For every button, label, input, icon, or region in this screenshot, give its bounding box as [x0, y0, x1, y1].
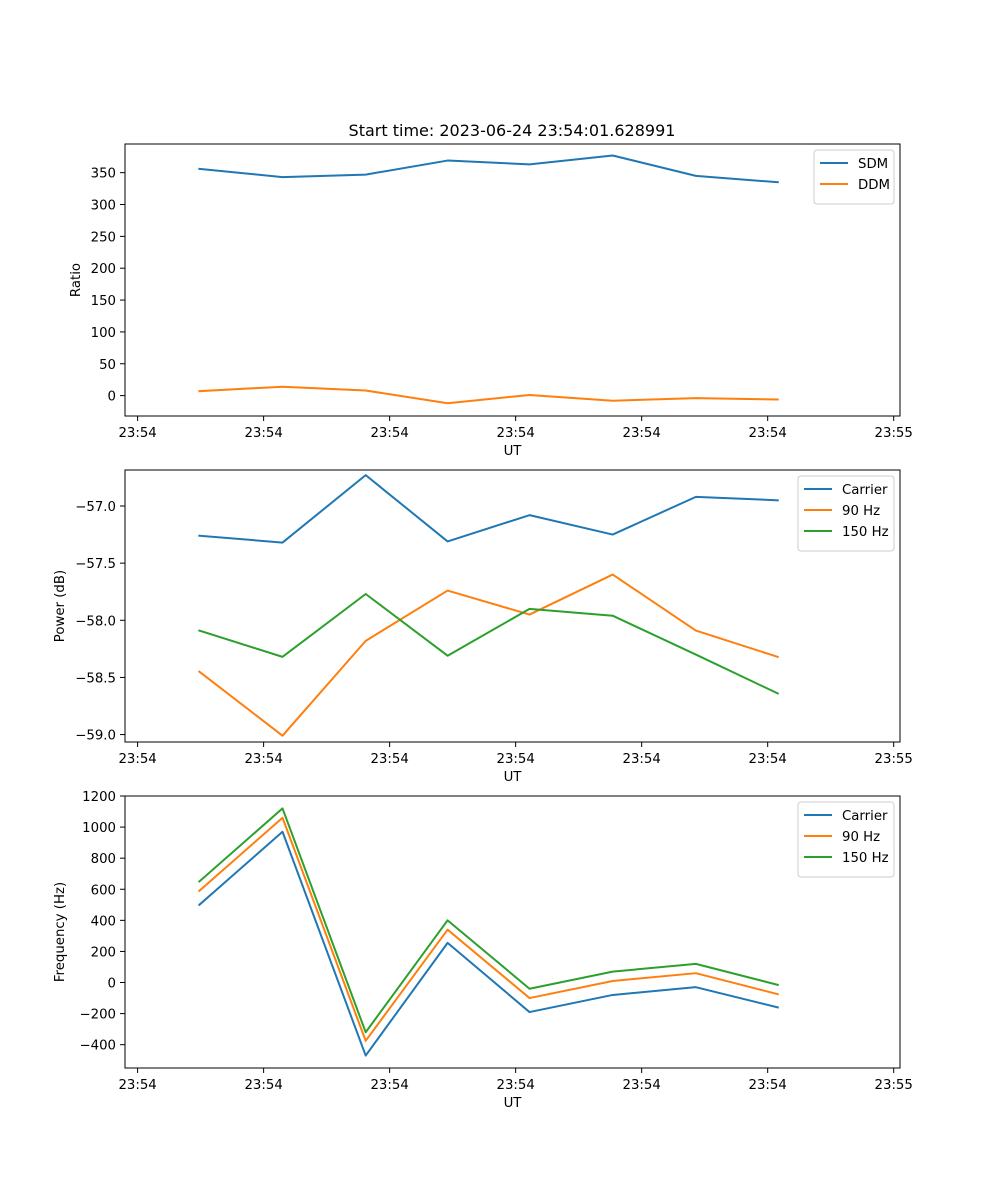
y-tick-label: 1200: [82, 790, 116, 805]
legend-box: [797, 801, 895, 878]
y-tick-label: 150: [91, 294, 116, 309]
y-tick-label: 250: [91, 230, 116, 245]
y-tick-label: −58.5: [75, 671, 116, 686]
legend-entry: 150 Hz: [842, 851, 889, 866]
y-tick-label: −200: [79, 1008, 116, 1023]
legend-entry: 90 Hz: [842, 504, 880, 519]
x-tick-label: 23:54: [749, 1078, 787, 1093]
x-axis-label: UT: [504, 770, 523, 785]
y-tick-label: −400: [79, 1039, 116, 1054]
x-tick-label: 23:54: [496, 1078, 534, 1093]
y-axis-label: Frequency (Hz): [53, 882, 68, 982]
plot-frame: [124, 143, 901, 417]
x-tick-label: 23:54: [244, 426, 282, 441]
x-tick-label: 23:54: [118, 426, 156, 441]
y-tick-label: 400: [91, 914, 116, 929]
x-tick-label: 23:54: [623, 1078, 661, 1093]
legend-entry: DDM: [858, 178, 890, 193]
y-tick-label: 50: [99, 358, 116, 373]
series-line-150-hz: [198, 593, 780, 695]
x-tick-label: 23:54: [496, 752, 534, 767]
y-tick-label: 600: [91, 883, 116, 898]
legend: SDM DDM: [813, 149, 895, 205]
x-tick-label: 23:54: [370, 1078, 408, 1093]
legend-entry: SDM: [858, 157, 888, 172]
y-tick-label: −57.5: [75, 557, 116, 572]
y-tick-label: 100: [91, 326, 116, 341]
series-line-carrier: [197, 830, 779, 1057]
chart-panel-1: 23:54 23:54 23:54 23:54 23:54 23:54 23:55 0 50 10…: [69, 143, 913, 459]
x-tick-label: 23:55: [875, 1078, 913, 1093]
y-tick-label: −59.0: [75, 729, 116, 744]
series-line-150-hz: [197, 807, 779, 1034]
y-axis-label: Ratio: [69, 263, 84, 297]
x-tick-label: 23:54: [623, 752, 661, 767]
y-tick-label: −57.0: [75, 500, 116, 515]
x-tick-label: 23:55: [875, 752, 913, 767]
chart-panel-3: 23:54 23:54 23:54 23:54 23:54 23:54 23:55 −400 −…: [53, 790, 913, 1111]
y-tick-label: 0: [108, 977, 116, 992]
x-tick-label: 23:54: [244, 1078, 282, 1093]
plot-frame: [124, 469, 901, 743]
y-tick-label: 200: [91, 262, 116, 277]
x-tick-label: 23:54: [370, 426, 408, 441]
y-tick-label: 350: [91, 167, 116, 182]
series-line-carrier: [198, 474, 779, 544]
x-tick-label: 23:54: [749, 752, 787, 767]
x-tick-label: 23:54: [118, 752, 156, 767]
y-tick-label: 200: [91, 945, 116, 960]
chart-panels: 23:54 23:54 23:54 23:54 23:54 23:54 23:55 0 50 10…: [53, 143, 913, 1111]
series-line-90-hz: [197, 573, 780, 737]
legend: Carrier 90 Hz 150 Hz: [797, 475, 895, 552]
y-tick-label: 300: [91, 199, 116, 214]
y-tick-label: 0: [108, 390, 116, 405]
series-line-sdm: [198, 154, 779, 184]
y-tick-label: −58.0: [75, 614, 116, 629]
legend-entry: Carrier: [842, 483, 888, 498]
x-tick-label: 23:55: [875, 426, 913, 441]
x-tick-label: 23:54: [118, 1078, 156, 1093]
x-tick-label: 23:54: [623, 426, 661, 441]
series-line-90-hz: [197, 816, 779, 1042]
y-tick-label: 800: [91, 852, 116, 867]
y-axis-label: Power (dB): [53, 570, 68, 642]
x-axis-label: UT: [504, 1096, 523, 1111]
chart-panel-2: 23:54 23:54 23:54 23:54 23:54 23:54 23:55 −59.0…: [53, 469, 913, 785]
legend-entry: 90 Hz: [842, 830, 880, 845]
series-line-ddm: [198, 385, 779, 405]
x-axis-label: UT: [504, 444, 523, 459]
figure-title: Start time: 2023-06-24 23:54:01.628991: [349, 121, 676, 140]
legend-entry: 150 Hz: [842, 525, 889, 540]
x-tick-label: 23:54: [370, 752, 408, 767]
legend-entry: Carrier: [842, 809, 888, 824]
x-tick-label: 23:54: [749, 426, 787, 441]
x-tick-label: 23:54: [244, 752, 282, 767]
legend: Carrier 90 Hz 150 Hz: [797, 801, 895, 878]
plot-frame: [124, 795, 901, 1069]
legend-box: [797, 475, 895, 552]
y-tick-label: 1000: [82, 821, 116, 836]
x-tick-label: 23:54: [496, 426, 534, 441]
